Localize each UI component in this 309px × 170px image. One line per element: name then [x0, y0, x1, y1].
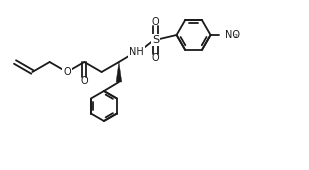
Text: O: O [63, 67, 71, 77]
Text: NO: NO [225, 30, 239, 40]
Polygon shape [116, 62, 122, 82]
Text: NH: NH [129, 47, 144, 57]
Text: S: S [152, 35, 159, 45]
Text: O: O [80, 76, 88, 86]
Text: 2: 2 [234, 34, 238, 39]
Text: O: O [152, 53, 159, 63]
Text: O: O [152, 17, 159, 27]
